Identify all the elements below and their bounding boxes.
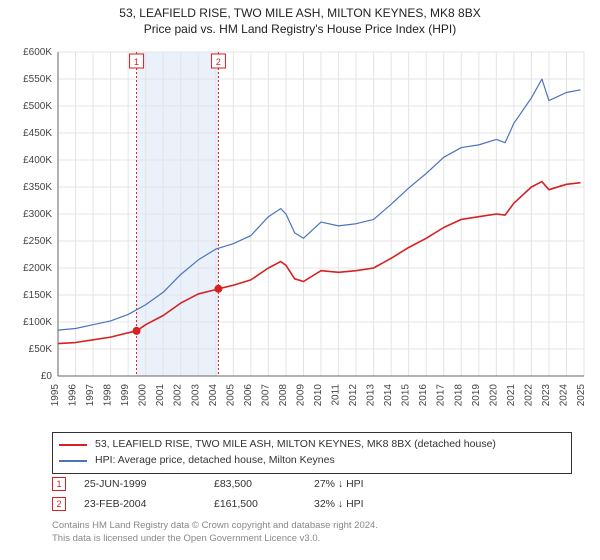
sale-date-1: 25-JUN-1999	[84, 478, 214, 490]
chart-area: £0 £50K £100K £150K £200K £250K £300K £350K £400…	[8, 44, 592, 424]
svg-text:2005: 2005	[225, 384, 236, 407]
sale-row-2: 2 23-FEB-2004 £161,500 32% ↓ HPI	[52, 494, 434, 514]
titles: 53, LEAFIELD RISE, TWO MILE ASH, MILTON …	[0, 0, 600, 36]
svg-text:£50K: £50K	[29, 344, 53, 355]
sale-date-2: 23-FEB-2004	[84, 498, 214, 510]
svg-text:2013: 2013	[366, 384, 377, 407]
svg-text:2023: 2023	[541, 384, 552, 407]
legend-swatch-property	[59, 444, 87, 446]
svg-text:2020: 2020	[488, 384, 499, 407]
sale-marker-1-num: 1	[56, 479, 61, 489]
footer-note: Contains HM Land Registry data © Crown c…	[52, 520, 378, 546]
svg-text:2008: 2008	[278, 384, 289, 407]
svg-text:2019: 2019	[471, 384, 482, 407]
svg-text:2007: 2007	[260, 384, 271, 407]
svg-text:£250K: £250K	[23, 236, 52, 247]
svg-text:2001: 2001	[155, 384, 166, 407]
sale-diff-1: 27% ↓ HPI	[314, 478, 434, 490]
svg-text:2003: 2003	[190, 384, 201, 407]
svg-text:2022: 2022	[523, 384, 534, 407]
chart-container: 53, LEAFIELD RISE, TWO MILE ASH, MILTON …	[0, 0, 600, 560]
svg-text:1: 1	[134, 57, 139, 67]
legend-row-property: 53, LEAFIELD RISE, TWO MILE ASH, MILTON …	[59, 437, 565, 453]
svg-text:£150K: £150K	[23, 290, 52, 301]
legend-swatch-hpi	[59, 460, 87, 462]
sale-marker-1: 1	[52, 477, 66, 491]
svg-text:1995: 1995	[50, 384, 61, 407]
svg-text:2025: 2025	[576, 384, 587, 407]
svg-text:2024: 2024	[558, 384, 569, 407]
footer-line-2: This data is licensed under the Open Gov…	[52, 533, 378, 546]
svg-text:2009: 2009	[295, 384, 306, 407]
svg-text:2000: 2000	[138, 384, 149, 407]
svg-text:2015: 2015	[401, 384, 412, 407]
svg-text:2011: 2011	[331, 384, 342, 406]
legend-box: 53, LEAFIELD RISE, TWO MILE ASH, MILTON …	[52, 432, 572, 474]
svg-text:2016: 2016	[418, 384, 429, 407]
svg-text:2006: 2006	[243, 384, 254, 407]
svg-text:£550K: £550K	[23, 74, 52, 85]
svg-text:£0: £0	[41, 371, 53, 382]
sales-table: 1 25-JUN-1999 £83,500 27% ↓ HPI 2 23-FEB…	[52, 474, 434, 514]
sale-marker-2-num: 2	[56, 499, 61, 509]
svg-text:1998: 1998	[103, 384, 114, 407]
svg-text:£350K: £350K	[23, 182, 52, 193]
legend-label-hpi: HPI: Average price, detached house, Milt…	[95, 453, 335, 469]
sale-price-1: £83,500	[214, 478, 314, 490]
svg-text:£600K: £600K	[23, 47, 52, 58]
title-sub: Price paid vs. HM Land Registry's House …	[0, 22, 600, 36]
title-main: 53, LEAFIELD RISE, TWO MILE ASH, MILTON …	[0, 6, 600, 20]
svg-text:£500K: £500K	[23, 101, 52, 112]
svg-text:1996: 1996	[68, 384, 79, 407]
sale-row-1: 1 25-JUN-1999 £83,500 27% ↓ HPI	[52, 474, 434, 494]
svg-text:£450K: £450K	[23, 128, 52, 139]
sale-price-2: £161,500	[214, 498, 314, 510]
chart-svg: £0 £50K £100K £150K £200K £250K £300K £350K £400…	[8, 44, 592, 424]
svg-text:2010: 2010	[313, 384, 324, 407]
legend-row-hpi: HPI: Average price, detached house, Milt…	[59, 453, 565, 469]
svg-text:2: 2	[216, 57, 221, 67]
sale-marker-2: 2	[52, 497, 66, 511]
svg-text:1999: 1999	[120, 384, 131, 407]
svg-text:2018: 2018	[453, 384, 464, 407]
svg-text:2014: 2014	[383, 384, 394, 407]
svg-text:£300K: £300K	[23, 209, 52, 220]
svg-text:2021: 2021	[506, 384, 517, 407]
svg-text:£100K: £100K	[23, 317, 52, 328]
svg-text:1997: 1997	[85, 384, 96, 407]
svg-text:2002: 2002	[173, 384, 184, 407]
sale-diff-2: 32% ↓ HPI	[314, 498, 434, 510]
svg-text:£400K: £400K	[23, 155, 52, 166]
svg-text:2017: 2017	[436, 384, 447, 407]
legend-label-property: 53, LEAFIELD RISE, TWO MILE ASH, MILTON …	[95, 437, 496, 453]
svg-text:2004: 2004	[208, 384, 219, 407]
svg-text:£200K: £200K	[23, 263, 52, 274]
svg-text:2012: 2012	[348, 384, 359, 407]
footer-line-1: Contains HM Land Registry data © Crown c…	[52, 520, 378, 533]
